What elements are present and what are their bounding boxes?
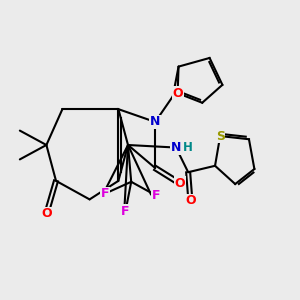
Text: F: F xyxy=(101,187,109,200)
Text: O: O xyxy=(175,177,185,190)
Text: N: N xyxy=(171,141,181,154)
Text: O: O xyxy=(172,87,183,100)
Text: N: N xyxy=(150,116,160,128)
Text: S: S xyxy=(216,130,225,142)
Text: H: H xyxy=(183,141,193,154)
Text: O: O xyxy=(41,207,52,220)
Text: O: O xyxy=(185,194,196,208)
Text: F: F xyxy=(121,205,130,218)
Text: F: F xyxy=(152,189,161,202)
